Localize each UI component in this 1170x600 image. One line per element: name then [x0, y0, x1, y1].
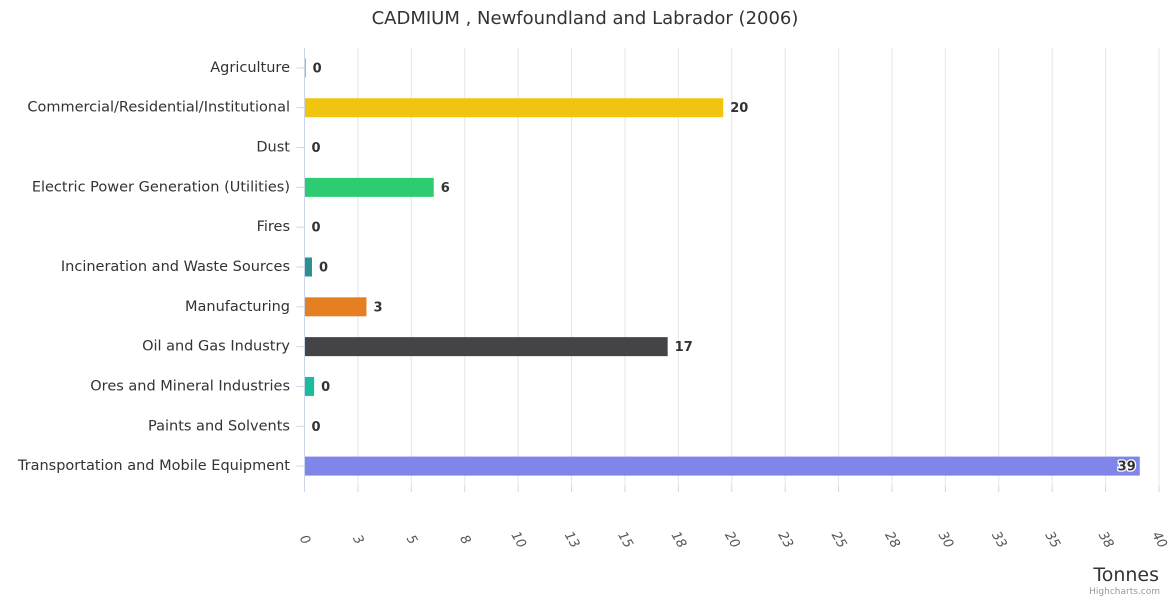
- x-tick-label: 13: [561, 529, 582, 551]
- bar[interactable]: [304, 297, 367, 317]
- data-label: 0: [313, 61, 322, 76]
- x-tick-label: 40: [1148, 529, 1169, 551]
- bar[interactable]: [304, 456, 1140, 476]
- data-label: 0: [312, 221, 321, 236]
- x-tick-label: 5: [403, 533, 420, 548]
- data-label: 6: [441, 181, 450, 196]
- x-tick-label: 18: [668, 529, 689, 551]
- x-tick-label: 30: [935, 529, 956, 551]
- x-tick-label: 3: [349, 533, 366, 548]
- x-tick-label: 15: [614, 529, 635, 551]
- data-label: 0: [312, 420, 321, 435]
- data-labels: 0 20 0 6 0 0 3 17 0 0 39: [312, 61, 1138, 475]
- x-tick-label: 28: [881, 529, 902, 551]
- x-tick-label: 33: [988, 529, 1009, 551]
- data-label: 0: [321, 380, 330, 395]
- category-labels: Agriculture Commercial/Residential/Instit…: [17, 60, 305, 474]
- data-label: 0: [319, 261, 328, 276]
- x-tick-label: 8: [456, 533, 473, 548]
- grid: [304, 48, 1160, 492]
- bars: [304, 58, 1140, 476]
- data-label: 3: [373, 300, 382, 315]
- x-tick-labels: 0 3 5 8 10 13 15 18 20 23 25 28 30 33 35 38 40: [296, 529, 1170, 551]
- category-label: Paints and Solvents: [148, 418, 290, 434]
- bar[interactable]: [304, 257, 312, 277]
- data-label: 20: [730, 101, 748, 116]
- x-tick-label: 38: [1095, 529, 1116, 551]
- category-label: Electric Power Generation (Utilities): [32, 179, 290, 195]
- category-label: Ores and Mineral Industries: [90, 378, 290, 394]
- category-label: Fires: [257, 219, 290, 235]
- x-tick-label: 10: [507, 529, 528, 551]
- category-label: Agriculture: [210, 60, 290, 76]
- category-label: Commercial/Residential/Institutional: [27, 100, 290, 116]
- category-label: Incineration and Waste Sources: [61, 259, 290, 275]
- category-label: Dust: [256, 140, 290, 156]
- chart-title: CADMIUM , Newfoundland and Labrador (200…: [372, 8, 799, 29]
- axis-title: Tonnes: [1092, 564, 1159, 586]
- bar[interactable]: [304, 58, 306, 78]
- data-label: 39: [1118, 460, 1136, 475]
- category-label: Manufacturing: [185, 299, 290, 315]
- data-label: 0: [312, 141, 321, 156]
- bar[interactable]: [304, 337, 668, 357]
- bar[interactable]: [304, 376, 315, 396]
- bar[interactable]: [304, 177, 434, 197]
- data-label: 17: [675, 340, 693, 355]
- x-tick-label: 25: [828, 529, 849, 551]
- x-tick-label: 23: [775, 529, 796, 551]
- x-tick-label: 20: [721, 529, 742, 551]
- x-tick-label: 0: [296, 533, 313, 548]
- bar[interactable]: [304, 98, 724, 118]
- x-tick-label: 35: [1042, 529, 1063, 551]
- category-label: Transportation and Mobile Equipment: [17, 458, 290, 474]
- credits[interactable]: Highcharts.com: [1089, 587, 1160, 597]
- category-label: Oil and Gas Industry: [142, 339, 290, 355]
